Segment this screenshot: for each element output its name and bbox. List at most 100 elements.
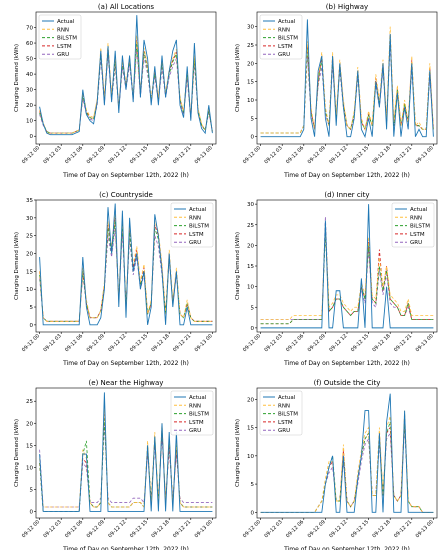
x-tick-label: 09-12 15 [129,519,149,539]
legend-label: RNN [189,403,201,409]
y-tick-label: 5 [251,305,255,311]
x-tick-label: 09-12 21 [393,519,413,539]
x-axis-label: Time of Day on September 12th, 2022 (h) [283,546,410,550]
x-tick-label: 09-12 03 [42,519,62,539]
y-tick-label: 0 [251,135,255,141]
y-tick-label: 10 [247,454,254,460]
legend-label: Actual [57,19,75,25]
x-axis-label: Time of Day on September 12th, 2022 (h) [283,360,410,367]
legend-box [259,390,303,436]
legend-label: GRU [57,52,69,58]
x-tick-label: 09-13 00 [194,145,214,165]
legend-label: GRU [278,428,290,434]
x-tick-label: 09-12 09 [86,519,106,539]
legend-label: GRU [410,240,422,246]
y-tick-label: 10 [26,119,33,125]
legend-label: RNN [189,215,201,221]
legend-label: BiLSTM [189,224,209,230]
legend: Actual RNN BiLSTM LSTM GRU [170,390,214,436]
series-gru [39,47,213,134]
legend-label: RNN [57,27,69,33]
y-tick-label: 20 [26,421,33,427]
x-tick-label: 09-12 00 [21,333,41,353]
legend-box [391,202,435,248]
y-tick-label: 60 [26,41,33,47]
x-tick-label: 09-12 18 [371,519,391,539]
legend-label: Actual [410,207,428,213]
y-tick-label: 10 [247,98,254,104]
legend-box [259,14,303,60]
y-tick-label: 25 [247,43,254,49]
x-tick-label: 09-12 12 [107,519,127,539]
x-tick-label: 09-12 06 [64,333,84,353]
legend-label: LSTM [189,420,204,426]
x-tick-label: 09-12 09 [307,145,327,165]
x-tick-label: 09-12 21 [172,333,192,353]
y-axis-label: Charging Demand (kWh) [14,44,20,112]
x-tick-label: 09-13 00 [194,519,214,539]
x-axis-label: Time of Day on September 12th, 2022 (h) [283,172,410,179]
x-tick-label: 09-12 12 [328,145,348,165]
legend-label: LSTM [278,44,293,50]
x-tick-label: 09-12 03 [42,333,62,353]
x-tick-label: 09-12 06 [285,145,305,165]
series-actual [39,203,213,326]
x-tick-label: 09-12 06 [285,519,305,539]
legend-box [38,14,82,60]
legend: Actual RNN BiLSTM LSTM GRU [38,14,82,60]
series-actual [260,204,434,329]
x-tick-label: 09-12 12 [328,519,348,539]
y-tick-label: 30 [247,202,254,208]
x-axis-label: Time of Day on September 12th, 2022 (h) [62,360,189,367]
x-tick-label: 09-12 09 [86,145,106,165]
y-tick-label: 15 [247,80,254,86]
y-tick-label: 50 [26,57,33,63]
x-tick-label: 09-12 06 [285,333,305,353]
x-tick-label: 09-12 03 [42,145,62,165]
legend-label: Actual [278,19,296,25]
legend: Actual RNN BiLSTM LSTM GRU [391,202,435,248]
y-axis-label: Charging Demand (kWh) [235,232,241,300]
y-axis-label: Charging Demand (kWh) [14,419,20,487]
legend-label: Actual [189,395,207,401]
x-tick-label: 09-12 06 [64,519,84,539]
chart-title: (c) Countryside [99,191,153,199]
y-tick-label: 15 [26,443,33,449]
x-tick-label: 09-12 21 [393,145,413,165]
x-tick-label: 09-12 09 [307,519,327,539]
x-tick-label: 09-12 00 [21,145,41,165]
x-tick-label: 09-12 12 [107,145,127,165]
x-tick-label: 09-12 15 [129,333,149,353]
series-bilstm [39,221,213,322]
x-tick-label: 09-12 09 [307,333,327,353]
y-tick-label: 20 [247,61,254,67]
y-axis-label: Charging Demand (kWh) [235,44,241,112]
x-tick-label: 09-12 03 [263,519,283,539]
x-tick-label: 09-12 21 [172,519,192,539]
y-tick-label: 5 [251,116,255,122]
y-tick-label: 20 [247,243,254,249]
legend: Actual RNN BiLSTM LSTM GRU [259,390,303,436]
chart-panel-1: (a) All Locations 0 10 20 30 40 50 60 70 09-12 00… [14,3,217,179]
x-tick-label: 09-12 15 [350,145,370,165]
legend-label: BiLSTM [278,36,298,42]
legend-box [170,390,214,436]
x-tick-label: 09-13 00 [415,145,435,165]
legend-label: Actual [278,395,296,401]
y-tick-label: 70 [26,26,33,32]
x-tick-label: 09-12 15 [350,333,370,353]
y-tick-label: 15 [247,426,254,432]
y-tick-label: 25 [247,223,254,229]
x-tick-label: 09-12 18 [371,333,391,353]
x-tick-label: 09-12 15 [129,145,149,165]
series-bilstm [260,232,434,325]
y-tick-label: 10 [26,465,33,471]
legend-label: BiLSTM [278,412,298,418]
legend-label: LSTM [57,44,72,50]
series-rnn [39,405,213,509]
x-tick-label: 09-12 18 [150,145,170,165]
x-tick-label: 09-12 18 [150,333,170,353]
